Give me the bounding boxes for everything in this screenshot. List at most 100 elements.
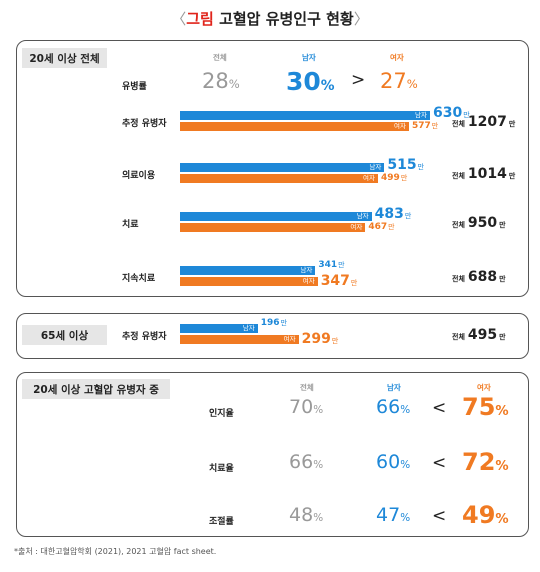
rate-female-0-unit: % [495,404,509,419]
total-unit-4: 만 [499,333,506,341]
header3-female: 여자 [477,383,491,392]
total-prefix-1: 전체 [452,172,465,180]
header3-male: 남자 [387,383,401,392]
bar-female-tag-3: 여자 [302,277,315,285]
bar-male-4: 남자 [180,324,258,333]
bar-female-2: 여자 [180,223,366,232]
rate-female-2: 49% [462,501,509,529]
rate-label-0: 인지율 [209,409,234,419]
rate-total-0-unit: % [313,404,324,416]
total-number-1: 1014 [467,166,507,182]
row-label-1: 의료이용 [122,171,156,181]
female-value-3-unit: 만 [350,279,358,287]
bar-female-tag-2: 여자 [350,223,363,231]
male-value-4-unit: 만 [280,319,288,327]
rate-total-1-unit: % [313,459,324,471]
total-unit-0: 만 [508,120,516,128]
rate-compare-2: < [432,506,447,526]
rate-female-2-unit: % [495,512,509,527]
male-value-0-unit: 만 [463,111,470,119]
rate-total-2: 48% [289,504,324,526]
rate-total-0: 70% [289,396,324,418]
bar-female-tag-4: 여자 [283,335,296,343]
title-text: 고혈압 유병인구 현황 [213,10,354,28]
total-value-4: 전체 495 만 [452,326,506,342]
bar-female-tag-1: 여자 [363,174,376,182]
female-value-4-unit: 만 [331,337,339,345]
total-prefix-3: 전체 [452,275,465,283]
bar-female-4: 여자 [180,335,299,344]
bar-female-1: 여자 [180,174,379,183]
female-value-0: 577만 [411,121,439,131]
title-bracket-close: 〉 [353,10,369,28]
panel-all-adults-tag: 20세 이상 전체 [22,48,107,68]
total-prefix-2: 전체 [452,221,465,229]
female-value-3: 347만 [320,273,358,289]
male-value-0: 630만 [433,105,470,121]
male-value-3-unit: 만 [338,261,345,269]
header-female: 여자 [390,53,404,62]
total-prefix-0: 전체 [452,120,465,128]
prevalence-female: 27% [380,69,418,93]
total-number-3: 688 [467,269,498,285]
total-number-4: 495 [467,327,498,343]
bar-male-tag-0: 남자 [415,111,427,119]
total-number-2: 950 [467,215,498,231]
total-number-0: 1207 [467,114,507,130]
total-unit-2: 만 [499,221,506,229]
header-total: 전체 [213,53,227,62]
rate-compare-0: < [432,398,447,418]
female-value-2-unit: 만 [388,223,395,231]
prevalence-compare: > [351,70,366,90]
prevalence-total: 28% [202,69,240,93]
female-value-1: 499만 [381,173,408,183]
total-unit-3: 만 [499,275,506,283]
bar-female-tag-0: 여자 [393,122,406,130]
panel-awareness-tag: 20세 이상 고혈압 유병자 중 [22,379,170,399]
total-value-3: 전체 688 만 [452,268,506,284]
row-label-2: 치료 [122,220,139,230]
female-value-0-unit: 만 [431,122,439,130]
female-value-2: 467만 [368,222,395,232]
total-value-2: 전체 950 만 [452,214,506,230]
panel-awareness [16,372,529,537]
panel-65plus-tag: 65세 이상 [22,325,107,345]
rate-male-1: 60% [376,451,411,473]
male-value-4: 196만 [260,318,288,328]
bar-male-tag-4: 남자 [242,324,255,332]
rate-label-2: 조절률 [209,517,234,527]
male-value-3: 341만 [318,260,345,270]
bar-male-tag-2: 남자 [356,212,369,220]
panel-all-adults [16,40,529,297]
rate-male-2: 47% [376,504,411,526]
row-label-3: 지속치료 [122,274,156,284]
rate-compare-1: < [432,453,447,473]
prevalence-label: 유병률 [122,82,147,92]
header3-total: 전체 [300,383,314,392]
rate-label-1: 치료율 [209,464,234,474]
source-note: *출처 : 대한고혈압학회 (2021), 2021 고혈압 fact shee… [14,547,217,556]
row-label-4: 추정 유병자 [122,332,167,342]
bar-male-2: 남자 [180,212,372,221]
bar-female-0: 여자 [180,122,409,131]
bar-male-3: 남자 [180,266,316,275]
total-value-1: 전체 1014 만 [452,165,515,181]
total-value-0: 전체 1207 만 [452,113,515,129]
rate-male-1-unit: % [400,459,411,471]
rate-male-2-unit: % [400,512,411,524]
prevalence-male: 30% [286,67,335,96]
rate-total-1: 66% [289,451,324,473]
total-prefix-4: 전체 [452,333,465,341]
female-value-1-unit: 만 [400,174,408,182]
rate-female-1-unit: % [495,459,509,474]
panel-65plus [16,313,529,359]
bar-male-1: 남자 [180,163,385,172]
page-title: 〈그림 고혈압 유병인구 현황〉 [0,8,540,29]
bar-male-0: 남자 [180,111,430,120]
male-value-2: 483만 [374,206,412,222]
title-bracket-open: 〈 [171,10,187,28]
rate-total-2-unit: % [313,512,324,524]
bar-male-tag-1: 남자 [369,163,382,171]
bar-male-tag-3: 남자 [300,266,313,274]
rate-male-0: 66% [376,396,411,418]
